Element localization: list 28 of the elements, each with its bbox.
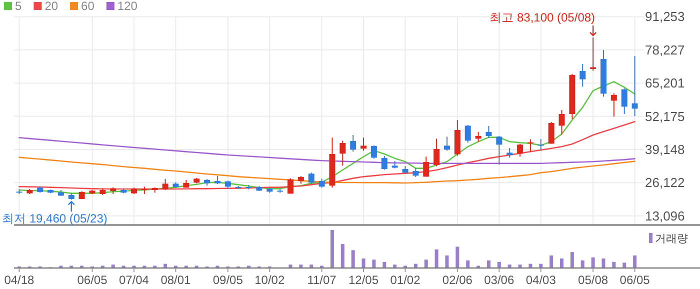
legend-label: 20 — [44, 0, 58, 13]
legend-label: 60 — [81, 0, 95, 13]
x-tick-label: 12/05 — [348, 273, 379, 287]
y-tick-label: 91,253 — [645, 9, 685, 24]
legend-label: 5 — [15, 0, 22, 13]
legend-label: 거래량 — [655, 233, 688, 245]
legend-label: 120 — [117, 0, 138, 13]
x-tick-label: 06/05 — [620, 273, 650, 287]
y-tick-label: 39,148 — [645, 142, 685, 157]
x-tick-label: 10/02 — [254, 273, 285, 287]
x-tick-label: 05/08 — [578, 273, 608, 287]
y-tick-label: 78,227 — [645, 42, 685, 58]
y-tick-label: 26,122 — [645, 175, 685, 190]
annotation: 최저 19,460 (05/23) — [2, 212, 108, 226]
x-tick-label: 02/06 — [442, 273, 473, 287]
x-tick-label: 07/04 — [118, 273, 150, 287]
x-tick-label: 09/05 — [212, 273, 244, 287]
x-tick-label: 11/07 — [307, 273, 337, 287]
x-tick-label: 08/01 — [160, 273, 192, 287]
y-tick-label: 65,201 — [645, 76, 685, 91]
x-tick-label: 03/06 — [484, 273, 514, 287]
y-tick-label: 13,096 — [645, 208, 685, 224]
y-tick-label: 52,175 — [645, 108, 685, 124]
x-tick-label: 01/02 — [390, 273, 421, 287]
x-tick-label: 06/05 — [77, 273, 108, 287]
annotation: 최고 83,100 (05/08) — [490, 10, 596, 24]
x-tick-label: 04/18 — [4, 273, 35, 287]
x-tick-label: 04/03 — [526, 273, 556, 287]
